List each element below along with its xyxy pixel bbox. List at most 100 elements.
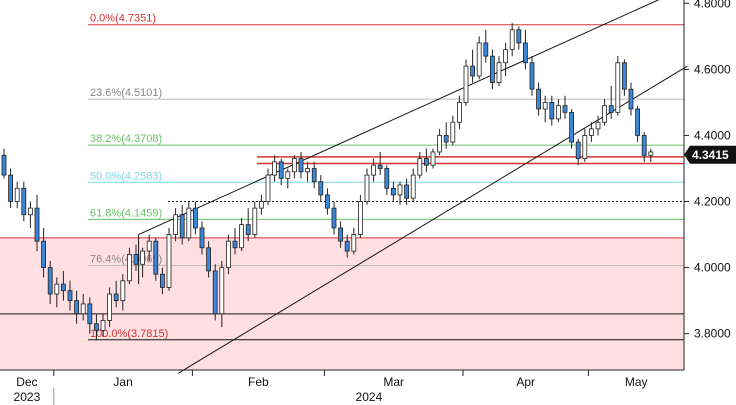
candle-down: [483, 29, 489, 63]
candle-up: [509, 23, 515, 57]
candle-up: [430, 148, 436, 169]
candle-up: [305, 161, 311, 182]
candle-body: [456, 102, 462, 123]
candle-body: [450, 121, 456, 143]
background-layer: [0, 237, 684, 370]
candle-down: [133, 244, 139, 271]
fib-label: 76.4%(4.0065): [90, 253, 162, 265]
candle-down: [331, 201, 337, 235]
candle-body: [100, 320, 106, 331]
candle-body: [331, 207, 337, 229]
candle-body: [318, 181, 324, 196]
x-year-label: 2024: [356, 390, 383, 404]
candle-up: [80, 294, 86, 321]
candle-up: [100, 313, 106, 337]
fib-label: 23.6%(4.5101): [90, 87, 162, 99]
candle-up: [456, 95, 462, 129]
candle-down: [470, 49, 476, 83]
candle-body: [496, 62, 502, 83]
candle-up: [225, 234, 231, 275]
candle-body: [54, 283, 60, 295]
candle-body: [622, 62, 627, 90]
candle-down: [179, 204, 185, 245]
candle-up: [186, 201, 192, 242]
candle-down: [569, 109, 574, 149]
candle-down: [338, 221, 344, 248]
candle-down: [489, 49, 495, 90]
candle-up: [463, 59, 469, 106]
candle-body: [47, 267, 53, 295]
candle-down: [384, 165, 390, 195]
candle-body: [351, 234, 357, 252]
candle-down: [199, 221, 205, 255]
candles: [1, 23, 654, 341]
candle-up: [265, 168, 271, 205]
candle-up: [54, 277, 60, 308]
candle-body: [27, 207, 33, 216]
fib-label: 38.2%(4.3708): [90, 133, 162, 145]
candle-body: [252, 207, 258, 235]
y-tick-label: 4.2000: [694, 195, 731, 209]
candle-down: [390, 181, 396, 202]
y-tick-label: 4.4000: [694, 128, 731, 142]
candle-up: [542, 95, 548, 123]
candle-down: [212, 264, 218, 321]
candle-body: [430, 151, 436, 166]
candle-body: [278, 161, 284, 179]
candle-body: [219, 267, 225, 315]
candle-down: [61, 270, 66, 301]
candle-body: [140, 250, 146, 265]
candle-body: [94, 323, 99, 331]
x-month-label: Apr: [516, 375, 535, 389]
candle-down: [298, 151, 304, 179]
candle-down: [245, 208, 251, 242]
candle-down: [443, 122, 449, 149]
candle-up: [371, 158, 377, 182]
candle-up: [107, 287, 112, 328]
candle-body: [107, 293, 112, 321]
candle-down: [377, 151, 383, 176]
candle-up: [556, 99, 561, 123]
candle-body: [641, 135, 647, 156]
candle-body: [239, 224, 245, 249]
candle-up: [589, 122, 594, 143]
candle-body: [291, 158, 297, 173]
candle-down: [87, 297, 93, 334]
candle-down: [562, 95, 568, 119]
candle-down: [74, 290, 79, 324]
candle-body: [417, 158, 423, 176]
candle-body: [628, 88, 634, 110]
candle-body: [127, 253, 132, 282]
candle-up: [615, 56, 621, 116]
candle-body: [615, 62, 621, 113]
candle-body: [516, 29, 522, 44]
candle-up: [397, 181, 403, 205]
candle-body: [371, 164, 377, 176]
y-tick-label: 3.8000: [694, 327, 731, 341]
candle-body: [648, 151, 654, 156]
candle-body: [1, 154, 7, 176]
candle-up: [146, 234, 152, 261]
candle-down: [8, 168, 14, 209]
candle-down: [206, 241, 212, 278]
candle-down: [635, 105, 640, 143]
x-month-label: Dec: [16, 375, 37, 389]
candle-body: [67, 290, 73, 302]
candle-down: [113, 280, 119, 308]
y-tick-label: 4.0000: [694, 261, 731, 275]
support-zone: [0, 237, 684, 370]
candle-body: [423, 158, 429, 166]
candle-body: [225, 240, 231, 268]
candle-up: [285, 168, 291, 189]
candle-body: [404, 184, 410, 199]
candle-up: [239, 218, 245, 252]
candle-down: [67, 280, 73, 311]
candle-body: [338, 227, 344, 242]
candle-body: [186, 207, 192, 239]
candle-up: [351, 227, 357, 255]
channel-line: [138, 0, 660, 236]
candle-body: [390, 187, 396, 196]
candle-body: [509, 29, 515, 50]
candle-up: [417, 151, 423, 179]
candle-up: [120, 274, 126, 311]
